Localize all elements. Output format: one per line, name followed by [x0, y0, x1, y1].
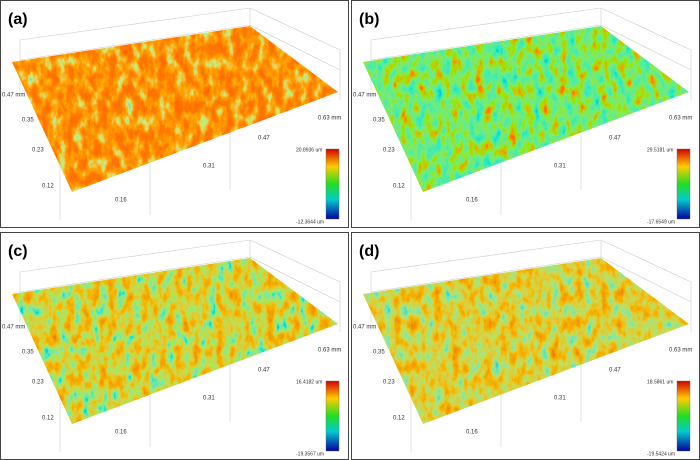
- axis-label: 0.35: [22, 118, 34, 124]
- surface: [12, 26, 338, 192]
- axis-label: 0.23: [383, 148, 395, 154]
- axis-label: 0.63 mm: [669, 116, 692, 122]
- panel: (c) 0.47 mm 0.35 0.23 0.12 0.16 0.31 0.47 0.63 m…: [0, 232, 349, 460]
- colorbar-min: -12.3644 um: [296, 219, 324, 225]
- colorbar-max: 16.4182 um: [296, 379, 322, 385]
- axis-label: 0.31: [554, 164, 566, 170]
- axis-label: 0.16: [115, 198, 127, 204]
- axis-label: 0.23: [32, 380, 44, 386]
- colorbar-max: 29.5181 um: [647, 147, 673, 153]
- axis-label: 0.47: [258, 368, 270, 374]
- axis-label: 0.16: [466, 430, 478, 436]
- axis-label: 0.47 mm: [353, 325, 376, 331]
- axis-label: 0.47 mm: [2, 93, 25, 99]
- axis-label: 0.31: [203, 396, 215, 402]
- axis-label: 0.47: [609, 136, 621, 142]
- axis-label: 0.47: [258, 136, 270, 142]
- colorbar-min: -19.3567 um: [296, 451, 324, 457]
- colorbar-min: -17.6549 um: [647, 219, 675, 225]
- colorbar: [325, 380, 340, 452]
- axis-label: 0.35: [373, 118, 385, 124]
- axis-label: 0.16: [466, 198, 478, 204]
- colorbar-min: -19.5424 um: [647, 451, 675, 457]
- axis-label: 0.31: [554, 396, 566, 402]
- axis-label: 0.47 mm: [2, 325, 25, 331]
- colorbar: [676, 380, 691, 452]
- axis-label: 0.63 mm: [669, 348, 692, 354]
- axis-label: 0.23: [32, 148, 44, 154]
- surface: [363, 258, 689, 424]
- axis-label: 0.12: [393, 416, 405, 422]
- axis-label: 0.47: [609, 368, 621, 374]
- axis-label: 0.16: [115, 430, 127, 436]
- panel-label: (c): [8, 243, 28, 260]
- panel: (b) 0.47 mm 0.35 0.23 0.12 0.16 0.31 0.47 0.63 m…: [351, 0, 700, 228]
- panel: (a) 0.47 mm 0.35 0.23 0.12 0.16 0.31 0.47 0.63 m…: [0, 0, 349, 228]
- panel-label: (b): [359, 11, 379, 28]
- colorbar-max: 18.5861 um: [647, 379, 673, 385]
- panel: (d) 0.47 mm 0.35 0.23 0.12 0.16 0.31 0.47 0.63 m…: [351, 232, 700, 460]
- colorbar-max: 20.8936 um: [296, 147, 322, 153]
- surface: [12, 258, 338, 424]
- surface: [363, 26, 689, 192]
- colorbar: [325, 148, 340, 220]
- axis-label: 0.23: [383, 380, 395, 386]
- axis-label: 0.63 mm: [318, 348, 341, 354]
- axis-label: 0.35: [22, 350, 34, 356]
- axis-label: 0.12: [42, 416, 54, 422]
- axis-label: 0.47 mm: [353, 93, 376, 99]
- panel-label: (a): [8, 11, 28, 28]
- axis-label: 0.12: [42, 184, 54, 190]
- colorbar: [676, 148, 691, 220]
- axis-label: 0.12: [393, 184, 405, 190]
- axis-label: 0.63 mm: [318, 116, 341, 122]
- panel-label: (d): [359, 243, 379, 260]
- axis-label: 0.35: [373, 350, 385, 356]
- axis-label: 0.31: [203, 164, 215, 170]
